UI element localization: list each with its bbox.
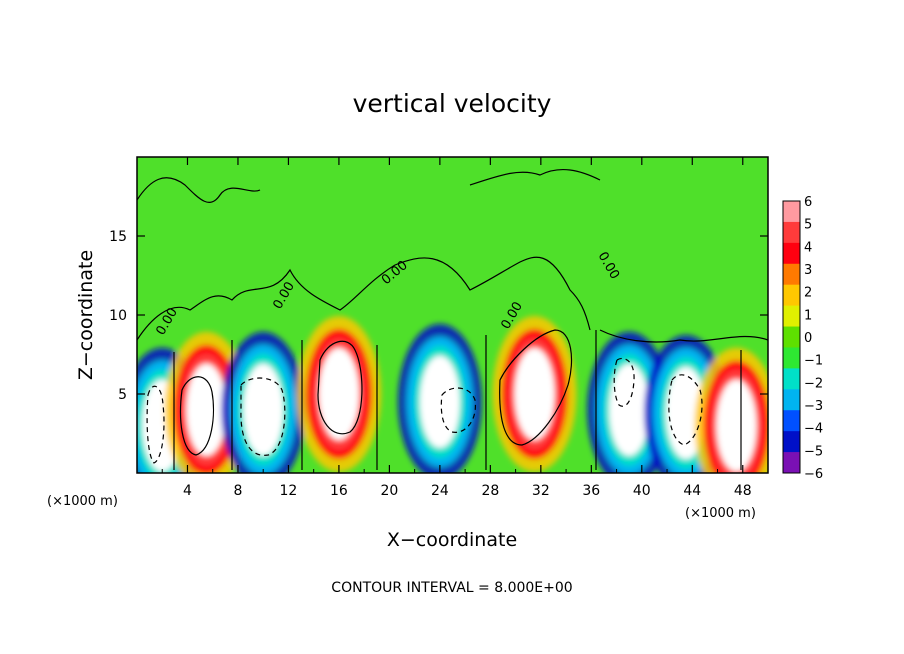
contour-dashed — [668, 374, 703, 446]
z-units-label: (×1000 m) — [47, 494, 118, 509]
y-tick-label: 5 — [118, 387, 127, 403]
contour-dashed — [146, 385, 165, 464]
colorbar-label: 0 — [804, 331, 812, 346]
x-tick-label: 16 — [330, 483, 348, 499]
x-tick-label: 8 — [233, 483, 242, 499]
colorbar-swatch — [783, 221, 800, 244]
colorbar-label: −5 — [804, 444, 823, 459]
colorbar-swatch — [783, 431, 800, 453]
field-core — [716, 379, 757, 472]
colorbar-label: −6 — [804, 467, 823, 482]
contour-solid — [499, 329, 573, 446]
x-units-label: (×1000 m) — [685, 506, 756, 521]
x-axis-ticks: 4 8 12 16 20 24 28 32 36 40 44 48 — [161, 157, 752, 499]
contour-zero-line — [137, 177, 261, 203]
contour-dashed — [440, 387, 477, 433]
contour-solid — [317, 340, 363, 435]
colorbar-swatch — [783, 284, 800, 307]
colorbar-label: −3 — [804, 399, 823, 414]
x-axis-label: X−coordinate — [387, 529, 517, 551]
field-core — [186, 363, 227, 456]
x-tick-label: 28 — [481, 483, 499, 499]
x-tick-label: 4 — [183, 483, 192, 499]
field-core — [243, 363, 284, 456]
colorbar-swatch — [783, 305, 800, 328]
colorbar-swatch — [783, 263, 800, 286]
colorbar-label: 2 — [804, 286, 812, 301]
contour-dashed — [613, 357, 635, 407]
x-tick-label: 44 — [683, 483, 701, 499]
colorbar-frame — [782, 200, 801, 474]
chart-title: vertical velocity — [353, 89, 552, 118]
colorbar-label: −1 — [804, 354, 823, 369]
y-axis-label: Z−coordinate — [75, 250, 97, 380]
colorbar-label: 6 — [804, 195, 812, 210]
y-tick-label: 10 — [109, 308, 127, 324]
colorbar-swatch — [783, 326, 800, 348]
colorbar-swatch — [783, 347, 800, 369]
contour-solid — [179, 376, 215, 456]
colorbar-swatch — [783, 452, 800, 474]
colorbar-swatch — [783, 389, 800, 411]
colorbar-swatch — [783, 410, 800, 432]
colorbar: 6 5 4 3 2 1 0 −1 −2 −3 −4 −5 −6 — [782, 195, 823, 482]
y-axis-ticks: 5 10 15 — [109, 229, 768, 403]
x-tick-label: 20 — [380, 483, 398, 499]
y-tick-label: 15 — [109, 229, 127, 245]
contour-interval-note: CONTOUR INTERVAL = 8.000E+00 — [331, 580, 572, 596]
x-tick-label: 48 — [734, 483, 752, 499]
colorbar-label: 5 — [804, 218, 812, 233]
colorbar-label: 3 — [804, 263, 812, 278]
contour-zero-line — [469, 169, 601, 186]
contour-line — [173, 330, 742, 470]
field-core — [318, 348, 359, 440]
field-core — [609, 363, 650, 456]
colorbar-label: 1 — [804, 308, 812, 323]
colorbar-label: 4 — [804, 240, 812, 255]
field-core — [514, 348, 555, 440]
contour-lines — [137, 169, 768, 470]
contour-zero-line — [599, 329, 768, 343]
x-tick-label: 32 — [532, 483, 550, 499]
colorbar-label: −4 — [804, 422, 823, 437]
plot-area: 0.000.000.000.000.00 4 8 12 16 20 24 28 32 36 40 4… — [109, 156, 769, 499]
x-tick-label: 36 — [582, 483, 600, 499]
x-tick-label: 12 — [280, 483, 298, 499]
x-tick-label: 24 — [431, 483, 449, 499]
x-tick-label: 40 — [633, 483, 651, 499]
colorbar-label: −2 — [804, 376, 823, 391]
velocity-field — [137, 316, 768, 473]
colorbar-swatch — [783, 368, 800, 390]
contour-dashed — [240, 377, 286, 456]
colorbar-swatch — [783, 242, 800, 265]
contour-zero-line — [137, 256, 591, 341]
field-core — [419, 355, 460, 448]
colorbar-swatch — [783, 201, 800, 223]
